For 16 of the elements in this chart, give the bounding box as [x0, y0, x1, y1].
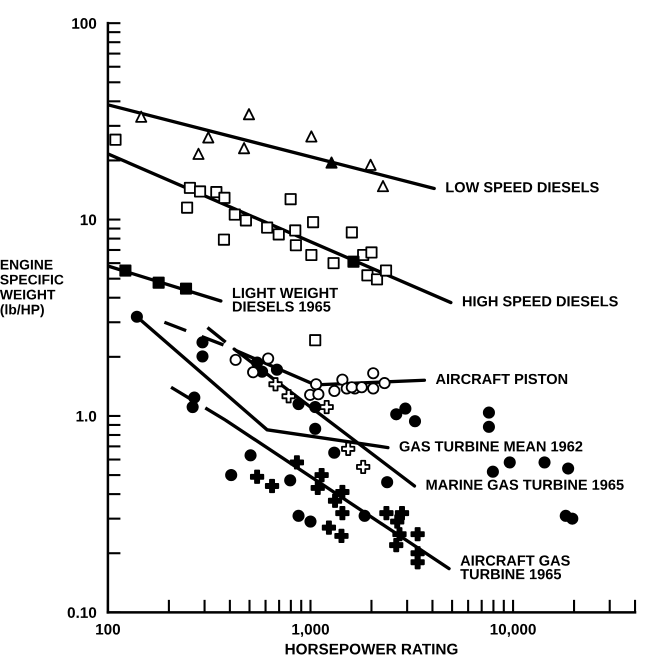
- x-tick-label: 10,000: [490, 624, 536, 637]
- y-tick-label: 1.0: [76, 410, 96, 422]
- series-label: HIGH SPEED DIESELS: [462, 296, 618, 306]
- x-axis-title: HORSEPOWER RATING: [286, 644, 458, 654]
- x-tick-label: 100: [96, 624, 120, 635]
- y-tick-label: 0.10: [68, 607, 96, 618]
- series-label: LOW SPEED DIESELS: [446, 182, 599, 192]
- y-axis-title: ENGINE SPECIFIC WEIGHT (lb/HP): [0, 260, 64, 318]
- y-tick-label: 10: [80, 214, 96, 226]
- x-tick-label: 1,000: [292, 624, 329, 637]
- series-label: AIRCRAFT GAS TURBINE 1965: [460, 555, 570, 580]
- series-label: MARINE GAS TURBINE 1965: [426, 480, 624, 490]
- y-tick-label: 100: [72, 18, 96, 29]
- series-label: GAS TURBINE MEAN 1962: [400, 441, 582, 452]
- series-label: LIGHT WEIGHT DIESELS 1965: [232, 288, 338, 312]
- series-label: AIRCRAFT PISTON: [436, 374, 568, 384]
